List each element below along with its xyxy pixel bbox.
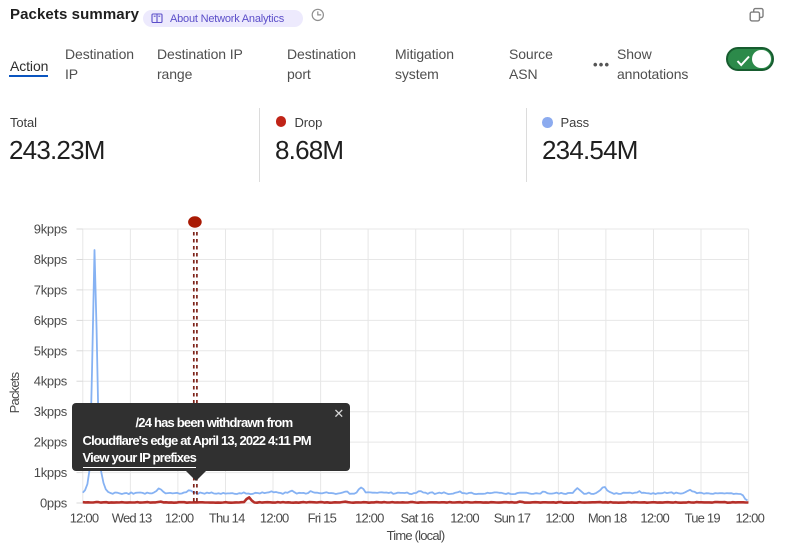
svg-text:Sat 16: Sat 16 (401, 511, 434, 526)
svg-text:12:00: 12:00 (260, 511, 289, 526)
svg-text:Mon 18: Mon 18 (588, 511, 627, 526)
svg-text:8kpps: 8kpps (34, 252, 68, 267)
svg-text:3kpps: 3kpps (34, 404, 68, 419)
svg-text:12:00: 12:00 (70, 511, 99, 526)
svg-text:12:00: 12:00 (450, 511, 479, 526)
svg-text:Fri 15: Fri 15 (308, 511, 337, 526)
svg-text:12:00: 12:00 (545, 511, 574, 526)
svg-text:Time (local): Time (local) (387, 528, 445, 543)
svg-text:6kpps: 6kpps (34, 313, 68, 328)
svg-text:Packets: Packets (7, 371, 22, 413)
svg-text:2kpps: 2kpps (34, 435, 68, 450)
svg-text:7kpps: 7kpps (34, 282, 68, 297)
svg-text:Tue 19: Tue 19 (685, 511, 721, 526)
svg-text:5kpps: 5kpps (34, 343, 68, 358)
svg-text:Thu 14: Thu 14 (209, 511, 245, 526)
svg-text:4kpps: 4kpps (34, 374, 68, 389)
svg-text:12:00: 12:00 (165, 511, 194, 526)
svg-text:Sun 17: Sun 17 (494, 511, 531, 526)
svg-text:Wed 13: Wed 13 (112, 511, 152, 526)
svg-text:12:00: 12:00 (640, 511, 669, 526)
svg-text:9kpps: 9kpps (34, 222, 68, 237)
svg-text:12:00: 12:00 (736, 511, 765, 526)
svg-text:1kpps: 1kpps (34, 465, 68, 480)
svg-text:12:00: 12:00 (355, 511, 384, 526)
svg-text:0pps: 0pps (40, 496, 68, 511)
